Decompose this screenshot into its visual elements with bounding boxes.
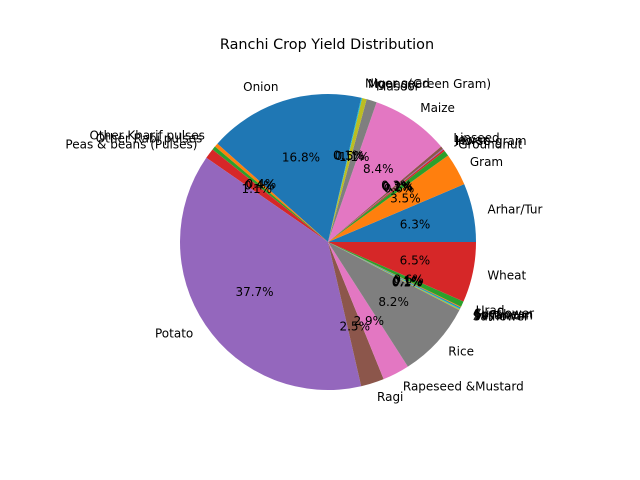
percent-label-other-kharif-pulses: 0.4% xyxy=(246,177,277,191)
pie-slice-soyabean xyxy=(328,242,461,309)
pie-slice-maize xyxy=(328,102,442,243)
slice-label-wheat: Wheat xyxy=(487,268,526,282)
pie-slices xyxy=(179,93,476,391)
pie-slice-jowar xyxy=(328,148,444,242)
pie-slice-groundnut xyxy=(328,150,449,242)
pie-slice-sunflower xyxy=(328,242,462,308)
percent-label-arhar-tur: 6.3% xyxy=(400,217,431,231)
percent-label-other-rabi-pulses: 0.4% xyxy=(244,179,275,193)
percent-label-moong-green-gram: 0.5% xyxy=(335,149,366,163)
pie-slice-sesamum xyxy=(328,242,461,310)
percent-label-urad: 0.6% xyxy=(393,272,424,286)
slice-labels: Arhar/Tur Gram GroundnutHorse-gramJowarLin… xyxy=(65,76,542,404)
pie-slice-gram xyxy=(328,155,465,242)
slice-label-sunflower: Sunflower xyxy=(474,307,534,321)
percent-label-niger-seed: 0.1% xyxy=(333,149,364,163)
pie-slice-rapeseed-mustard xyxy=(328,242,408,380)
pie-slice-rice xyxy=(328,242,460,367)
percent-label-peas-beans-pulses: 1.1% xyxy=(242,182,273,196)
percent-label-wheat: 6.5% xyxy=(400,253,431,267)
percent-label-soyabean: 0.1% xyxy=(392,275,423,289)
pie-slice-horse-gram xyxy=(328,149,445,242)
slice-label-urad: Urad xyxy=(476,303,505,317)
percent-label-gram: 3.5% xyxy=(390,191,421,205)
pie-slice-safflower xyxy=(328,242,460,311)
percent-label-rapeseed-mustard: 2.9% xyxy=(354,314,385,328)
percent-label-jowar: 0.1% xyxy=(382,179,413,193)
slice-label-maize: Maize xyxy=(420,101,455,115)
percent-label-ragi: 2.5% xyxy=(339,320,370,334)
slice-label-soyabean: Soyabean xyxy=(474,308,533,322)
pie-slice-ragi xyxy=(328,242,384,387)
percent-label-masoor: 1.1% xyxy=(339,150,370,164)
pie-slice-onion xyxy=(217,93,362,242)
slice-label-niger-seed: Niger seed xyxy=(365,76,430,90)
percent-label-safflower: 0.1% xyxy=(392,276,423,290)
slice-label-peas-beans-pulses: Peas & beans (Pulses) xyxy=(65,138,197,152)
percent-label-potato: 37.7% xyxy=(235,285,273,299)
slice-label-horse-gram: Horse-gram xyxy=(456,134,527,148)
pie-slice-potato xyxy=(179,157,362,391)
percent-labels: 6.3%3.5%0.6%0.2%0.1%0.3%8.4%1.1%0.5%0.1%… xyxy=(235,149,430,334)
slice-label-other-rabi-pulses: Other Rabi pulses xyxy=(96,132,203,146)
pie-slice-wheat xyxy=(328,242,476,302)
pie-slice-other-kharif-pulses xyxy=(214,143,328,242)
slice-label-jowar: Jowar xyxy=(454,133,488,147)
chart-title: Ranchi Crop Yield Distribution xyxy=(220,37,434,53)
percent-label-onion: 16.8% xyxy=(282,150,320,164)
slice-label-rapeseed-mustard: Rapeseed &Mustard xyxy=(403,380,524,394)
pie-slice-niger-seed xyxy=(328,97,363,243)
percent-label-linseed: 0.3% xyxy=(381,178,412,192)
slice-label-other-kharif-pulses: Other Kharif pulses xyxy=(89,128,204,142)
pie-slice-moong-green-gram xyxy=(328,97,367,243)
slice-label-arhar-tur: Arhar/Tur xyxy=(488,203,543,217)
pie-slice-urad xyxy=(328,242,464,307)
slice-label-linseed: Linseed xyxy=(453,131,499,145)
pie-slice-peas-beans-pulses xyxy=(206,149,328,242)
slice-label-gram: Gram xyxy=(470,155,503,169)
percent-label-rice: 8.2% xyxy=(378,295,409,309)
percent-label-groundnut: 0.6% xyxy=(384,182,415,196)
slice-label-safflower: Safflower xyxy=(473,309,529,323)
slice-label-sesamum: Sesamum xyxy=(473,308,533,322)
pie-slice-other-rabi-pulses xyxy=(212,146,328,242)
slice-label-rice: Rice xyxy=(448,345,474,359)
percent-label-maize: 8.4% xyxy=(363,162,394,176)
slice-label-groundnut: Groundnut xyxy=(458,137,522,151)
pie-slice-masoor xyxy=(328,99,377,243)
percent-label-horse-gram: 0.2% xyxy=(382,180,413,194)
slice-label-onion: Onion xyxy=(243,80,278,94)
percent-label-sesamum: 0.1% xyxy=(392,275,423,289)
pie-slice-arhar-tur xyxy=(328,184,476,242)
percent-label-sunflower: 0.1% xyxy=(392,274,423,288)
slice-label-ragi: Ragi xyxy=(377,390,403,404)
slice-label-masoor: Masoor xyxy=(376,79,420,93)
pie-slice-linseed xyxy=(328,146,443,242)
slice-label-moong-green-gram: Moong(Green Gram) xyxy=(368,77,491,91)
slice-label-potato: Potato xyxy=(155,326,193,340)
